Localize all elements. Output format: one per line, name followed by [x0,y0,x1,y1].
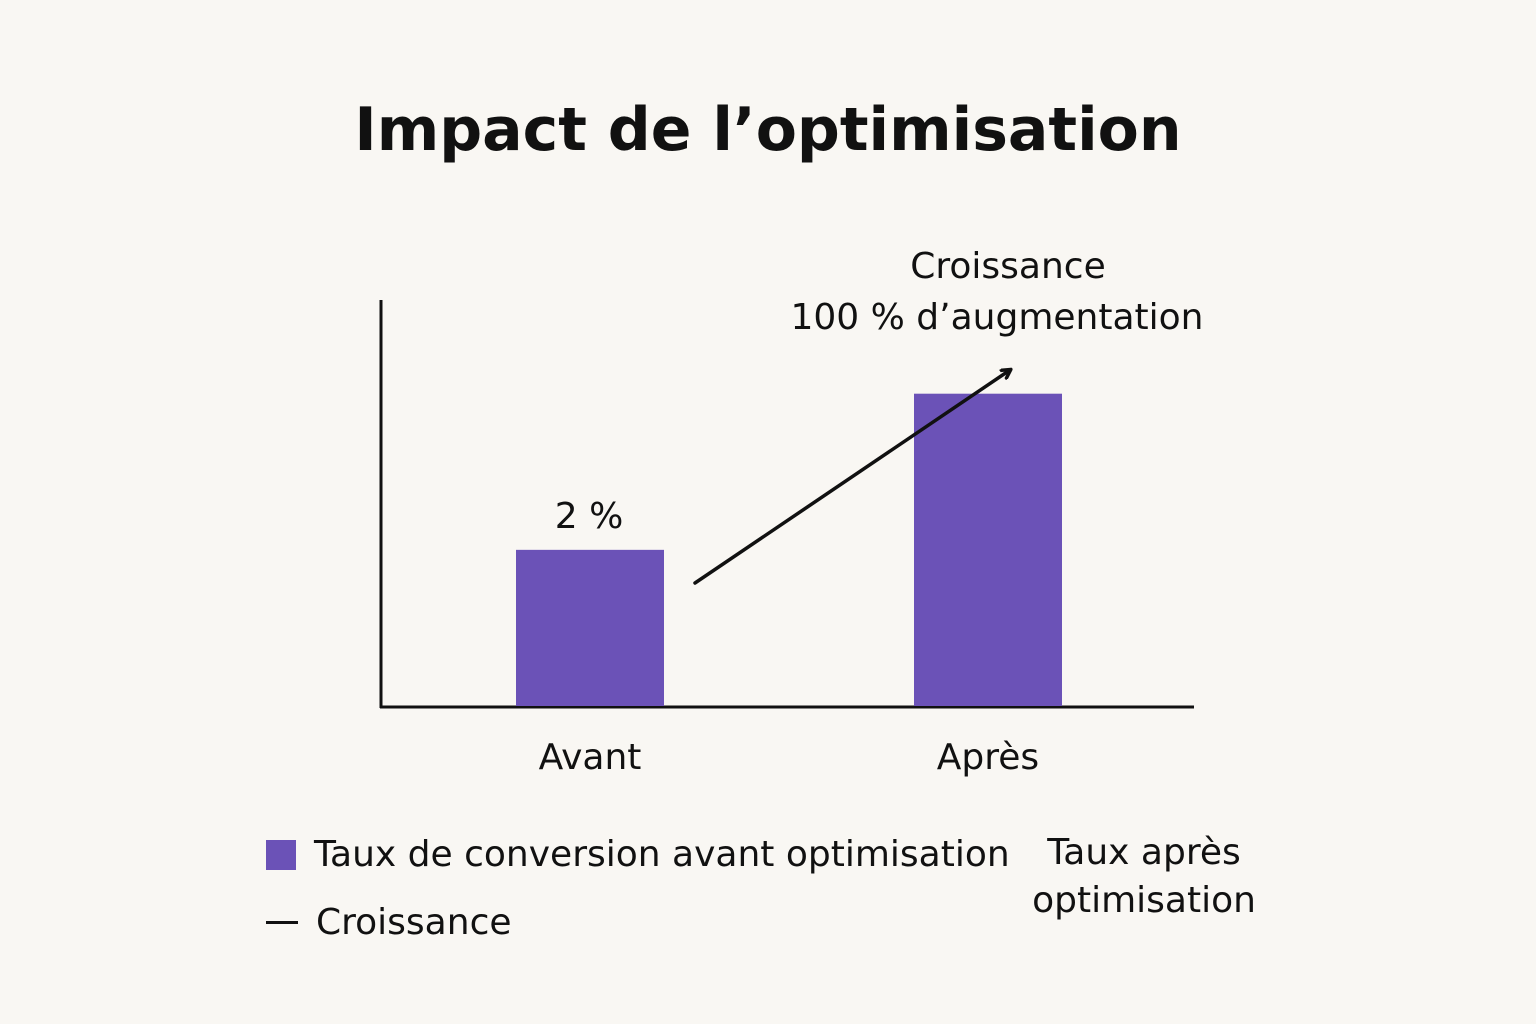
legend-side-label-line2: optimisation [1032,880,1256,921]
legend-swatch [266,839,296,870]
legend-item-bar: Taux de conversion avant optimisation [266,834,1010,875]
data-label: 2 % [555,496,624,537]
legend-label-line: Croissance [316,902,512,943]
legend-label-bar: Taux de conversion avant optimisation [314,834,1010,875]
growth-annotation-title: Croissance [910,246,1106,287]
bar-avant [516,549,664,706]
legend-side-label-line1: Taux après [1047,832,1241,873]
legend-line-marker [266,921,298,924]
growth-annotation-detail: 100 % d’augmentation [791,297,1204,338]
x-tick-label: Après [937,737,1039,778]
chart-title: Impact de l’optimisation [354,95,1181,165]
legend-side-label: Taux après optimisation [1028,829,1260,925]
growth-arrow [693,370,1010,585]
legend-item-line: Croissance [266,902,512,943]
bar-apr-s [914,393,1062,706]
x-tick-label: Avant [539,737,642,778]
